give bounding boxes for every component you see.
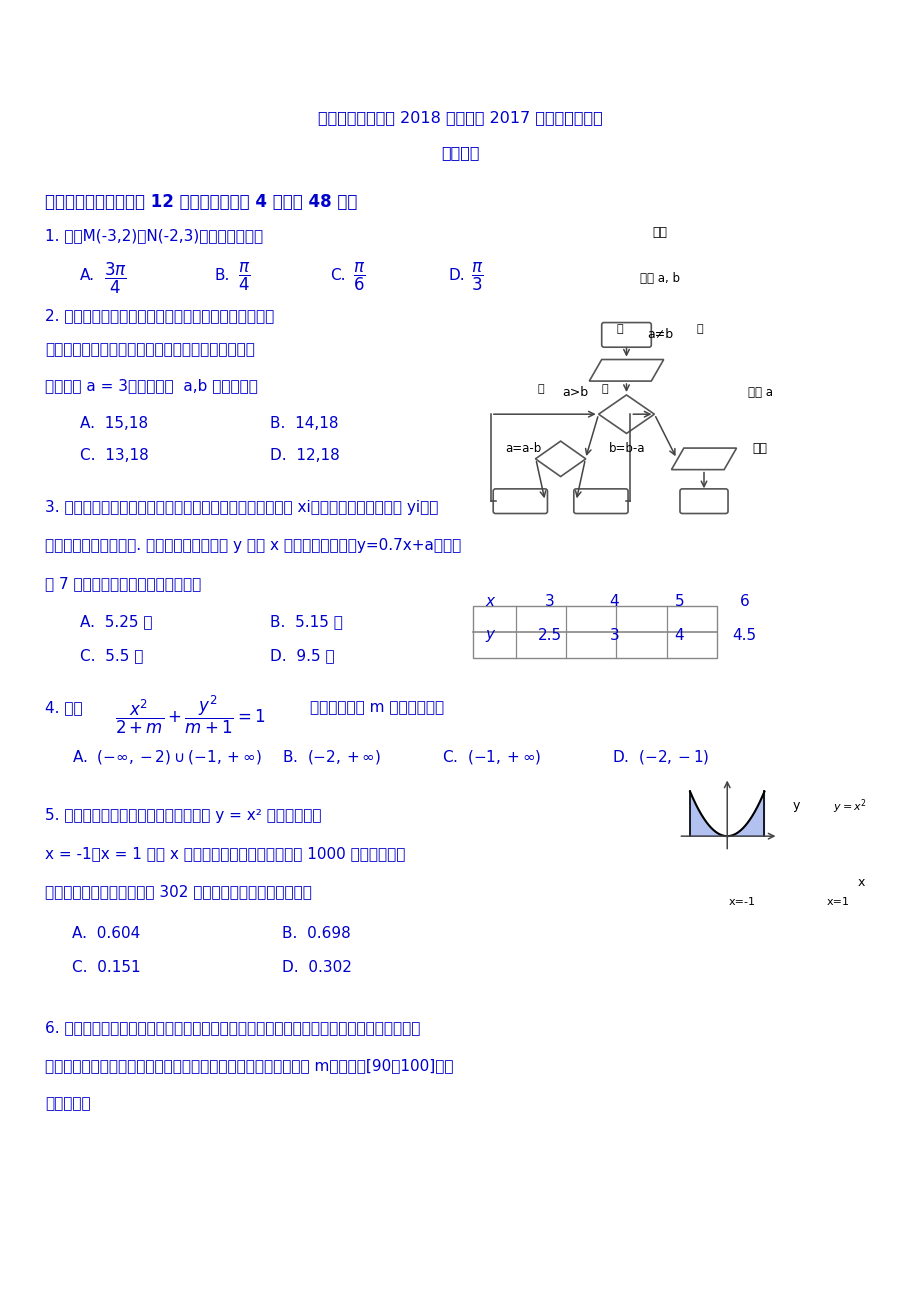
- Text: 落在该区域中的样本点数为 302 个，则该区域面积的近似值为: 落在该区域中的样本点数为 302 个，则该区域面积的近似值为: [45, 884, 312, 898]
- Text: A.  0.604: A. 0.604: [72, 926, 140, 941]
- Text: a=a-b: a=a-b: [505, 441, 540, 454]
- Text: 输入 a, b: 输入 a, b: [640, 272, 679, 285]
- Text: A.  15,18: A. 15,18: [80, 417, 148, 431]
- Text: 产 7 吨产品，预计相应的生产能耗为: 产 7 吨产品，预计相应的生产能耗为: [45, 575, 201, 591]
- Text: 几组对应数据如表所示. 若根据表中数据得出 y 关于 x 的线性回归方程为y=0.7x+a，若生: 几组对应数据如表所示. 若根据表中数据得出 y 关于 x 的线性回归方程为y=0…: [45, 538, 460, 553]
- Text: A.: A.: [80, 268, 95, 283]
- Text: C.: C.: [330, 268, 346, 283]
- Text: $\dfrac{x^2}{2+m}+\dfrac{y^2}{m+1}=1$: $\dfrac{x^2}{2+m}+\dfrac{y^2}{m+1}=1$: [115, 694, 266, 737]
- Text: A.  $(-\infty,-2)\cup(-1,+\infty)$: A. $(-\infty,-2)\cup(-1,+\infty)$: [72, 749, 262, 766]
- Text: 1. 过点M(-3,2)，N(-2,3)的直线倾斜角是: 1. 过点M(-3,2)，N(-2,3)的直线倾斜角是: [45, 228, 263, 243]
- Text: 的破坏，可见部分信息如下，据此计算得到：参加数学抽测的人数 m，分数在[90，100]内的: 的破坏，可见部分信息如下，据此计算得到：参加数学抽测的人数 m，分数在[90，1…: [45, 1059, 453, 1073]
- Text: 5. 如图，在利用随机模拟方法估计函数 y = x² 的图象，直线: 5. 如图，在利用随机模拟方法估计函数 y = x² 的图象，直线: [45, 809, 321, 823]
- Text: 表示椭圆，则 m 的取值范围是: 表示椭圆，则 m 的取值范围是: [310, 700, 444, 715]
- Text: x = -1，x = 1 以及 x 轴所围成的图形面积时，做了 1000 次试验，数出: x = -1，x = 1 以及 x 轴所围成的图形面积时，做了 1000 次试验…: [45, 846, 405, 861]
- Text: 6. 参加市数学调研抽测的某校高三学生成绩分析的茎叶图和频率分布直方图均受到不同程度: 6. 参加市数学调研抽测的某校高三学生成绩分析的茎叶图和频率分布直方图均受到不同…: [45, 1019, 420, 1035]
- Text: 3: 3: [544, 594, 554, 608]
- Bar: [472, 605, 717, 659]
- Text: 4: 4: [609, 594, 618, 608]
- Text: $\dfrac{3\pi}{4}$: $\dfrac{3\pi}{4}$: [104, 260, 127, 297]
- Text: 三台中学实验学校 2018 年秋季高 2017 级期末热身考试: 三台中学实验学校 2018 年秋季高 2017 级期末热身考试: [317, 109, 602, 125]
- FancyBboxPatch shape: [573, 488, 628, 513]
- FancyBboxPatch shape: [601, 323, 651, 348]
- Text: 一．选择题（本大题共 12 个小题，每小题 4 分，共 48 分）: 一．选择题（本大题共 12 个小题，每小题 4 分，共 48 分）: [45, 193, 357, 211]
- Text: 开始: 开始: [652, 225, 667, 238]
- Text: 5: 5: [674, 594, 684, 608]
- Text: 否: 否: [601, 384, 607, 395]
- Text: B.  14,18: B. 14,18: [269, 417, 338, 431]
- Text: y: y: [792, 798, 800, 811]
- Text: 6: 6: [739, 594, 749, 608]
- Text: 著《九章算术》中的更相减损术，执行该程序框图，: 著《九章算术》中的更相减损术，执行该程序框图，: [45, 342, 255, 357]
- Text: C.  $(-1,+\infty)$: C. $(-1,+\infty)$: [441, 749, 541, 766]
- Text: B.  0.698: B. 0.698: [282, 926, 350, 941]
- FancyBboxPatch shape: [493, 488, 547, 513]
- Text: 否: 否: [696, 324, 702, 335]
- Text: 2.5: 2.5: [537, 628, 561, 642]
- Text: 人数分别为: 人数分别为: [45, 1096, 91, 1111]
- Text: $\dfrac{\pi}{4}$: $\dfrac{\pi}{4}$: [238, 260, 250, 293]
- Text: 2. 如图，该程序框图的算法思路来源于我国古代数学名: 2. 如图，该程序框图的算法思路来源于我国古代数学名: [45, 309, 274, 323]
- Text: D.  0.302: D. 0.302: [282, 960, 351, 975]
- Text: D.: D.: [448, 268, 464, 283]
- Text: C.  13,18: C. 13,18: [80, 448, 149, 464]
- Text: b=b-a: b=b-a: [608, 441, 644, 454]
- Text: $\dfrac{\pi}{6}$: $\dfrac{\pi}{6}$: [353, 260, 365, 293]
- Text: x: x: [484, 594, 494, 608]
- Text: D.  9.5 吨: D. 9.5 吨: [269, 648, 335, 663]
- Text: 4. 方程: 4. 方程: [45, 700, 83, 715]
- Text: B.  $(-2,+\infty)$: B. $(-2,+\infty)$: [282, 749, 380, 766]
- Text: a≠b: a≠b: [646, 328, 673, 341]
- Text: 若输出的 a = 3，则输入的  a,b 分别可能为: 若输出的 a = 3，则输入的 a,b 分别可能为: [45, 378, 257, 393]
- Text: D.  12,18: D. 12,18: [269, 448, 339, 464]
- Text: x=-1: x=-1: [728, 897, 754, 907]
- Text: 4.5: 4.5: [732, 628, 755, 642]
- Text: C.  0.151: C. 0.151: [72, 960, 141, 975]
- Polygon shape: [689, 792, 764, 836]
- Text: y: y: [484, 628, 494, 642]
- Text: 结束: 结束: [752, 441, 766, 454]
- Text: x: x: [857, 876, 865, 889]
- Text: 输出 a: 输出 a: [747, 387, 772, 400]
- Text: 数学试题: 数学试题: [440, 145, 479, 160]
- Text: D.  $(-2,-1)$: D. $(-2,-1)$: [611, 749, 709, 766]
- FancyBboxPatch shape: [679, 488, 727, 513]
- Text: x=1: x=1: [825, 897, 848, 907]
- Text: 是: 是: [537, 384, 544, 395]
- Text: $y=x^2$: $y=x^2$: [832, 798, 866, 816]
- Text: a>b: a>b: [562, 387, 587, 400]
- Text: 3. 某企业节能降耗技术改造后，在生产某产品过程中的产量 xi吨，与相应的生产能耗 yi吨的: 3. 某企业节能降耗技术改造后，在生产某产品过程中的产量 xi吨，与相应的生产能…: [45, 500, 437, 516]
- Text: B.  5.15 吨: B. 5.15 吨: [269, 615, 343, 629]
- Text: $\dfrac{\pi}{3}$: $\dfrac{\pi}{3}$: [471, 260, 483, 293]
- Text: 是: 是: [616, 324, 623, 335]
- Text: B.: B.: [215, 268, 230, 283]
- Text: A.  5.25 吨: A. 5.25 吨: [80, 615, 153, 629]
- Text: 4: 4: [674, 628, 684, 642]
- Text: C.  5.5 吨: C. 5.5 吨: [80, 648, 143, 663]
- Text: 3: 3: [609, 628, 618, 642]
